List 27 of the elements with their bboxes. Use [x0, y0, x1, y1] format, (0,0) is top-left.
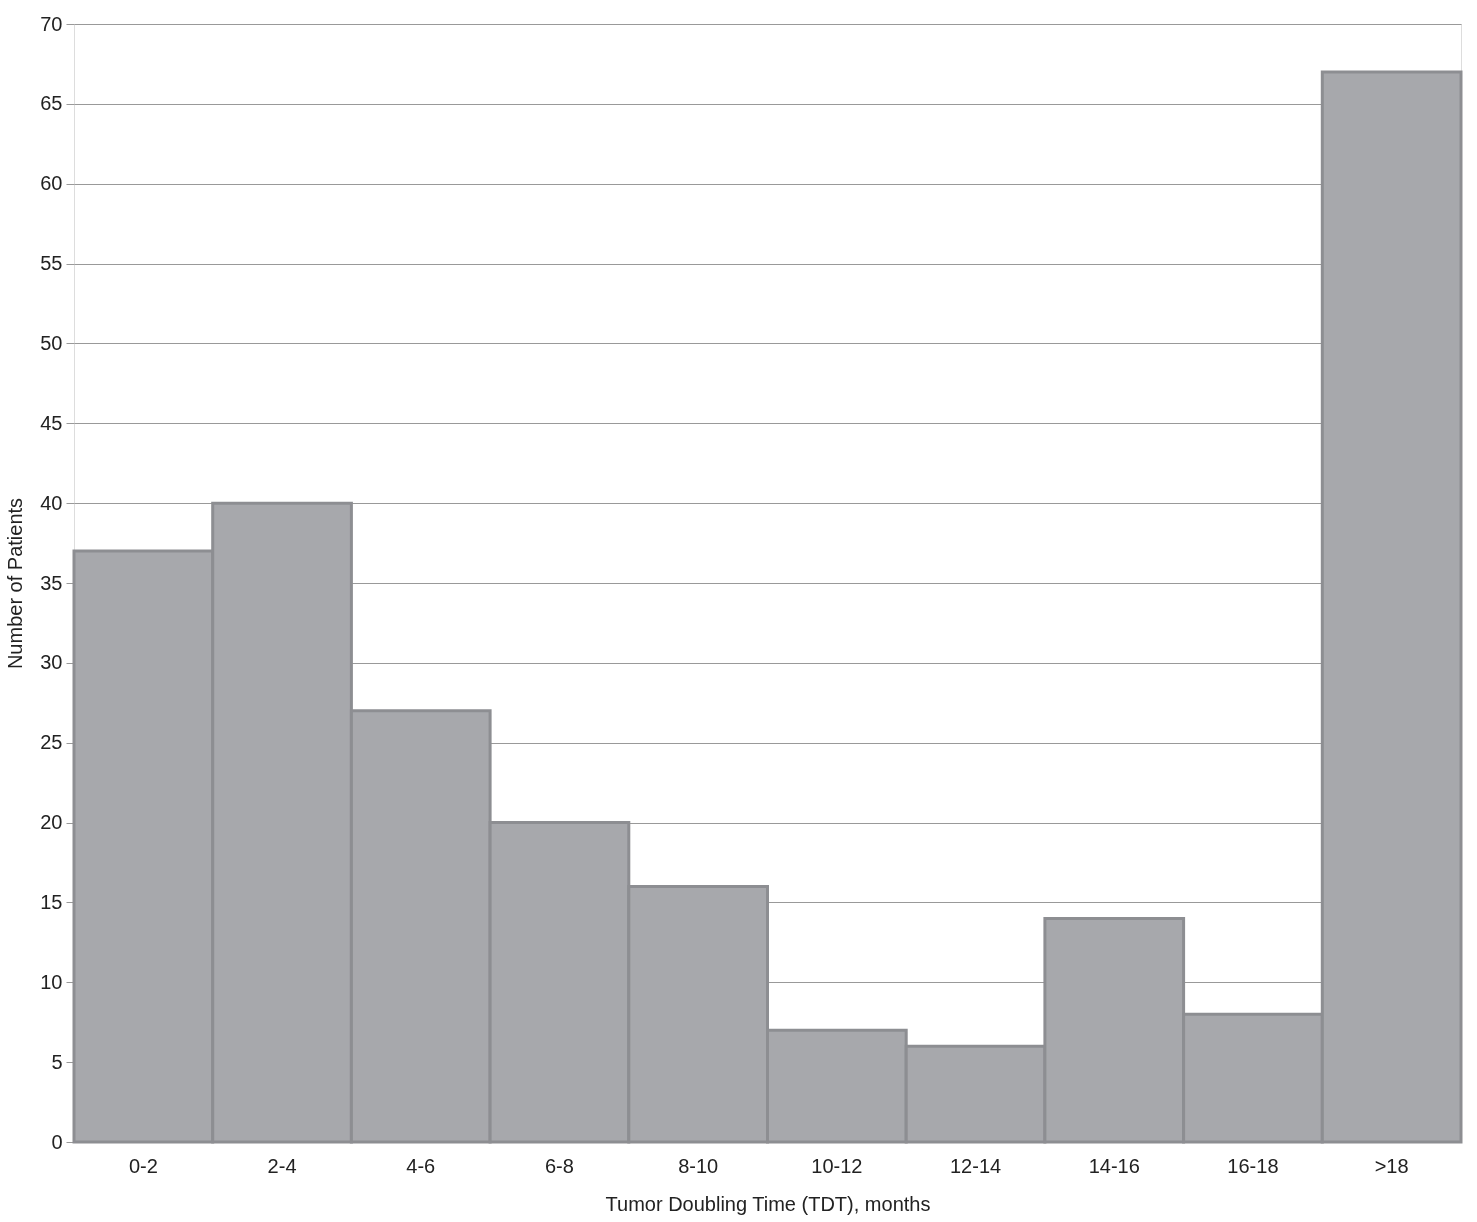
- x-tick-label: 6-8: [545, 1154, 574, 1177]
- y-tick-label: 60: [40, 172, 63, 195]
- x-tick-label: 0-2: [128, 1154, 158, 1177]
- y-tick-label: 5: [51, 1050, 63, 1073]
- x-tick-label: >18: [1374, 1154, 1409, 1177]
- x-tick-label: 2-4: [267, 1154, 297, 1177]
- x-tick-label: 4-6: [406, 1154, 436, 1177]
- y-tick-label: 45: [40, 411, 63, 434]
- y-tick-label: 70: [40, 12, 63, 35]
- x-tick-label: 10-12: [811, 1154, 863, 1177]
- y-axis-title: Number of Patients: [4, 497, 27, 670]
- y-tick-label: 25: [40, 731, 63, 754]
- x-tick-label: 16-18: [1227, 1154, 1279, 1177]
- y-tick-label: 65: [40, 92, 63, 115]
- x-axis-title: Tumor Doubling Time (TDT), months: [605, 1192, 931, 1215]
- y-tick-label: 0: [51, 1130, 63, 1153]
- y-tick-label: 50: [40, 331, 63, 354]
- x-tick-label: 8-10: [678, 1154, 719, 1177]
- y-tick-label: 55: [40, 252, 63, 275]
- y-tick-label: 40: [40, 491, 63, 514]
- y-tick-label: 35: [40, 571, 63, 594]
- y-tick-label: 30: [40, 651, 63, 674]
- x-tick-label: 14-16: [1088, 1154, 1140, 1177]
- x-tick-label: 12-14: [949, 1154, 1002, 1177]
- y-tick-label: 10: [40, 970, 63, 993]
- y-tick-label: 20: [40, 811, 63, 834]
- y-tick-label: 15: [40, 890, 63, 913]
